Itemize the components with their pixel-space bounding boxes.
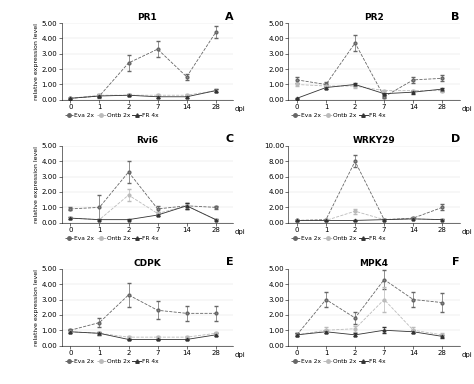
Text: D: D bbox=[450, 134, 460, 144]
Legend: Eva 2x, Ontb 2x, FR 4x: Eva 2x, Ontb 2x, FR 4x bbox=[64, 236, 159, 241]
Legend: Eva 2x, Ontb 2x, FR 4x: Eva 2x, Ontb 2x, FR 4x bbox=[291, 113, 385, 118]
Legend: Eva 2x, Ontb 2x, FR 4x: Eva 2x, Ontb 2x, FR 4x bbox=[64, 113, 159, 118]
Y-axis label: relative expression level: relative expression level bbox=[34, 146, 39, 223]
Title: WRKY29: WRKY29 bbox=[353, 136, 395, 145]
Text: dpi: dpi bbox=[235, 229, 246, 235]
Y-axis label: relative expression level: relative expression level bbox=[34, 269, 39, 346]
Text: dpi: dpi bbox=[461, 352, 472, 358]
Text: dpi: dpi bbox=[235, 106, 246, 112]
Legend: Eva 2x, Ontb 2x, FR 4x: Eva 2x, Ontb 2x, FR 4x bbox=[64, 359, 159, 364]
Text: A: A bbox=[225, 12, 233, 22]
Text: E: E bbox=[226, 257, 233, 267]
Text: dpi: dpi bbox=[461, 106, 472, 112]
Text: dpi: dpi bbox=[461, 229, 472, 235]
Text: C: C bbox=[225, 134, 233, 144]
Text: F: F bbox=[452, 257, 460, 267]
Title: CDPK: CDPK bbox=[134, 259, 161, 268]
Title: PR1: PR1 bbox=[137, 13, 157, 22]
Text: dpi: dpi bbox=[235, 352, 246, 358]
Title: Rvi6: Rvi6 bbox=[137, 136, 158, 145]
Legend: Eva 2x, Ontb 2x, FR 4x: Eva 2x, Ontb 2x, FR 4x bbox=[291, 359, 385, 364]
Y-axis label: relative expression level: relative expression level bbox=[34, 23, 39, 100]
Title: MPK4: MPK4 bbox=[359, 259, 389, 268]
Text: B: B bbox=[451, 12, 460, 22]
Title: PR2: PR2 bbox=[364, 13, 384, 22]
Legend: Eva 2x, Ontb 2x, FR 4x: Eva 2x, Ontb 2x, FR 4x bbox=[291, 236, 385, 241]
